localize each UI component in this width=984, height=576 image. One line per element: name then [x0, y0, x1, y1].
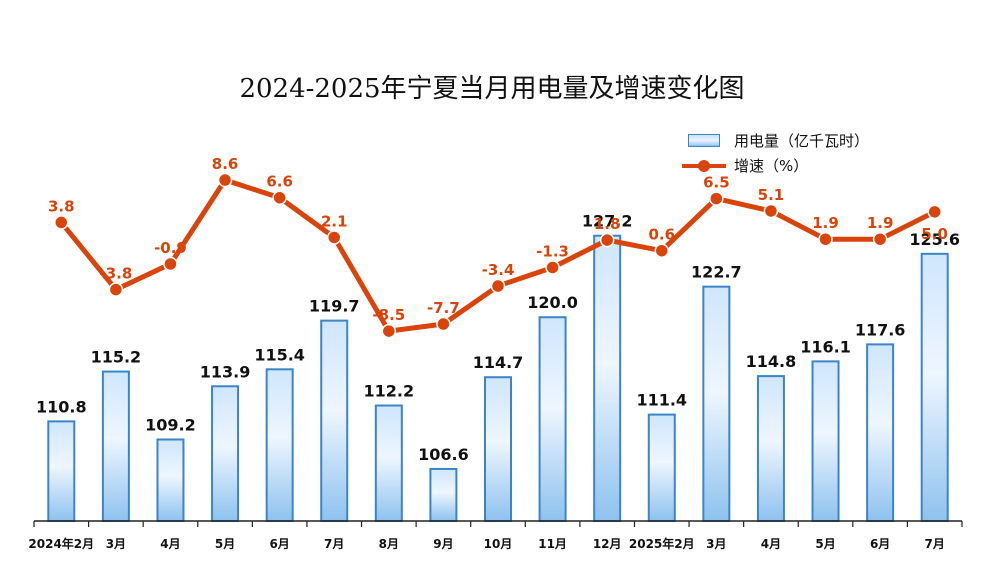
growth-point-13 [709, 191, 724, 206]
growth-value-label: 1.9 [812, 214, 839, 232]
legend-item-bar: 用电量（亿千瓦时） [688, 128, 869, 153]
legend-line-label: 增速（%） [734, 157, 809, 175]
growth-value-label: 2.1 [321, 212, 348, 230]
bar-10 [538, 316, 567, 522]
bar-7 [374, 404, 403, 522]
growth-point-12 [654, 243, 670, 258]
bar-value-label: 114.7 [473, 353, 524, 372]
bar-value-label: 114.8 [746, 352, 797, 371]
legend-bar-swatch [688, 134, 720, 147]
bar-16 [866, 343, 895, 523]
growth-value-label: -0.9 [154, 239, 187, 257]
growth-point-7 [381, 323, 397, 339]
bar-9 [484, 376, 512, 522]
growth-value-label: 6.6 [266, 173, 293, 191]
bar-value-label: 113.9 [200, 362, 251, 381]
growth-line [59, 177, 936, 334]
growth-point-8 [436, 316, 451, 332]
growth-point-15 [818, 231, 833, 247]
legend: 用电量（亿千瓦时） 增速（%） [682, 128, 869, 178]
growth-value-label: 1.8 [594, 215, 621, 233]
x-tick-label: 4月 [160, 537, 180, 551]
bar-value-label: 125.6 [909, 230, 960, 249]
bar-1 [47, 420, 76, 522]
bar-value-label: 106.6 [418, 445, 469, 464]
x-tick-label: 3月 [106, 537, 126, 551]
bar-14 [756, 375, 785, 522]
growth-point-3 [163, 256, 178, 272]
bar-value-label: 112.2 [364, 382, 415, 401]
bar-2 [101, 370, 130, 522]
growth-value-label: 5.0 [921, 225, 948, 243]
x-tick-label: 6月 [269, 537, 289, 551]
bar-value-label: 122.7 [691, 263, 742, 282]
bar-value-label: 115.2 [91, 348, 142, 367]
bar-value-label: 116.1 [800, 337, 851, 356]
growth-point-16 [872, 231, 888, 247]
growth-point-6 [326, 230, 342, 245]
bar-15 [811, 360, 840, 522]
legend-line-swatch [682, 159, 726, 172]
growth-value-label: 3.8 [48, 197, 75, 215]
growth-value-label: 8.6 [212, 155, 239, 173]
x-tick-label: 8月 [379, 537, 399, 551]
bar-11 [593, 234, 622, 522]
bar-value-label: 111.4 [636, 391, 687, 410]
bar-5 [265, 368, 294, 522]
x-tick-label: 2024年2月 [28, 536, 94, 551]
x-tick-label: 5月 [815, 537, 835, 551]
x-tick-label: 5月 [215, 537, 235, 551]
bar-17 [920, 252, 949, 522]
growth-point-11 [599, 232, 615, 248]
bar-value-label: 127.2 [582, 212, 633, 231]
growth-value-label: 6.5 [703, 174, 730, 192]
bar-value-label: 120.0 [527, 293, 578, 312]
chart-title: 2024-2025年宁夏当月用电量及增速变化图 [239, 74, 745, 104]
growth-value-label: 1.9 [867, 214, 894, 232]
bar-3 [156, 438, 185, 523]
growth-value-label: -3.4 [482, 261, 515, 279]
bar-4 [211, 385, 240, 522]
x-tick-label: 12月 [593, 537, 622, 551]
growth-point-4 [217, 172, 233, 188]
growth-value-label: -1.3 [536, 242, 569, 260]
growth-point-10 [545, 260, 560, 275]
growth-point-1 [54, 215, 69, 230]
x-tick-label: 3月 [706, 537, 726, 551]
legend-bar-label: 用电量（亿千瓦时） [734, 132, 870, 150]
growth-point-14 [763, 203, 779, 219]
x-tick-label: 6月 [870, 537, 890, 551]
bar-value-label: 117.6 [855, 320, 906, 339]
x-tick-label: 11月 [538, 537, 567, 551]
growth-point-2 [108, 282, 124, 297]
growth-value-label: 0.6 [648, 226, 675, 244]
growth-point-5 [272, 190, 287, 205]
bar-6 [320, 319, 349, 523]
bar-value-label: 110.8 [36, 397, 87, 416]
x-tick-label: 9月 [433, 537, 453, 551]
growth-value-label: 5.1 [758, 186, 785, 204]
x-tick-label: 4月 [761, 537, 781, 551]
bar-value-label: 109.2 [145, 415, 196, 434]
growth-point-9 [490, 278, 506, 294]
bar-12 [647, 413, 676, 522]
bar-8 [429, 467, 458, 522]
x-tick-label: 7月 [324, 537, 344, 551]
growth-value-label: -8.5 [372, 306, 405, 324]
legend-item-line: 增速（%） [682, 153, 869, 178]
bar-value-label: 119.7 [309, 297, 360, 316]
bar-13 [702, 285, 731, 522]
x-tick-label: 2025年2月 [629, 536, 695, 551]
growth-value-label: -7.7 [427, 299, 460, 317]
x-tick-label: 10月 [484, 537, 513, 551]
x-tick-label: 7月 [925, 537, 945, 551]
bar-value-label: 115.4 [254, 345, 305, 364]
growth-point-17 [927, 204, 942, 220]
growth-value-label: -3.8 [99, 265, 132, 283]
